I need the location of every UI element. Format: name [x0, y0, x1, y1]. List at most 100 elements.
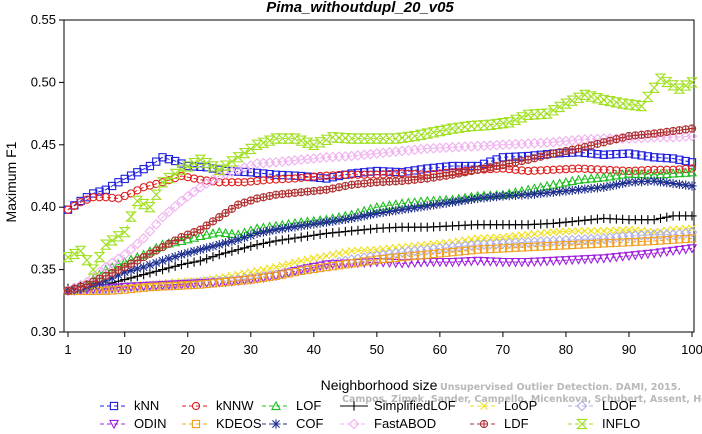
data-point-kdeos: [580, 240, 589, 249]
data-point-loop: [492, 233, 501, 242]
data-point-cof: [618, 178, 628, 189]
data-point-odin: [403, 258, 414, 269]
data-point-simplifiedlof: [284, 234, 294, 244]
data-point-inflo: [106, 235, 119, 246]
data-point-cof: [592, 183, 603, 193]
data-point-ldf: [536, 152, 545, 161]
data-point-cof: [145, 260, 155, 270]
data-point-lof: [617, 169, 628, 179]
data-point-knnw: [278, 174, 287, 184]
data-point-loop: [347, 246, 356, 255]
legend-label: kNNW: [216, 398, 254, 413]
legend-label: LoOP: [504, 398, 537, 413]
data-point-cof: [630, 177, 640, 187]
data-point-lof: [674, 167, 685, 178]
data-point-simplifiedlof: [227, 246, 237, 256]
data-point-simplifiedlof: [271, 236, 281, 246]
data-point-cof: [485, 192, 495, 202]
data-point-kdeos: [290, 267, 300, 277]
data-point-odin: [201, 278, 212, 289]
data-point-knnw: [530, 166, 539, 175]
legend-label: ODIN: [134, 416, 167, 431]
legend-marker-kdeos: [191, 419, 201, 429]
x-tick-label: 80: [559, 342, 573, 357]
data-point-cof: [296, 221, 306, 231]
series-line-inflo: [67, 78, 693, 271]
data-point-ldf: [158, 242, 167, 252]
data-point-knnw: [618, 166, 627, 175]
data-point-loop: [341, 248, 350, 257]
data-point-knnw: [290, 174, 300, 183]
data-point-loop: [555, 227, 564, 236]
data-point-fastabod: [150, 218, 162, 230]
data-point-cof: [359, 211, 369, 221]
data-point-cof: [611, 180, 621, 190]
data-point-kdeos: [353, 258, 363, 267]
data-point-cof: [353, 212, 363, 222]
data-point-loop: [561, 227, 570, 236]
data-point-kdeos: [107, 286, 117, 295]
data-point-knnw: [341, 170, 350, 179]
data-point-kdeos: [435, 249, 445, 258]
data-point-inflo: [156, 177, 169, 188]
data-point-simplifiedlof: [365, 224, 376, 234]
data-point-kdeos: [599, 239, 608, 248]
data-point-loop: [379, 245, 388, 253]
data-point-inflo: [686, 77, 698, 88]
data-point-inflo: [288, 133, 301, 144]
data-point-cof: [157, 256, 168, 266]
data-point-kdeos: [196, 280, 205, 289]
data-point-ldf: [126, 259, 136, 268]
data-point-inflo: [162, 172, 175, 184]
data-point-cof: [94, 278, 105, 288]
data-point-cof: [202, 243, 212, 253]
data-point-kdeos: [397, 252, 407, 262]
data-point-inflo: [578, 89, 591, 101]
data-point-knnw: [624, 166, 634, 176]
data-point-knn: [618, 149, 627, 158]
data-point-simplifiedlof: [277, 235, 287, 245]
data-point-knnw: [322, 171, 331, 180]
data-point-kdeos: [322, 262, 331, 272]
data-point-inflo: [427, 127, 440, 138]
data-point-knnw: [517, 166, 526, 175]
data-point-kdeos: [618, 238, 627, 247]
data-point-cof: [126, 265, 136, 276]
data-point-loop: [568, 227, 577, 236]
data-point-kdeos: [454, 247, 463, 256]
data-point-fastabod: [169, 200, 181, 212]
data-point-cof: [573, 185, 584, 195]
data-point-lof: [189, 232, 200, 242]
data-point-kdeos: [662, 235, 671, 245]
data-point-simplifiedlof: [290, 233, 300, 243]
data-point-cof: [605, 181, 615, 191]
data-point-knnw: [139, 183, 148, 192]
data-point-kdeos: [334, 261, 344, 270]
data-point-inflo: [484, 119, 497, 130]
data-point-loop: [372, 245, 381, 254]
data-point-kdeos: [650, 236, 659, 246]
x-tick-label: 60: [433, 342, 447, 357]
data-point-loop: [511, 231, 520, 240]
data-point-inflo: [257, 137, 270, 148]
data-point-knnw: [360, 170, 369, 179]
series-inflo: [62, 73, 698, 275]
data-point-knnw: [580, 164, 589, 173]
data-point-knnw: [605, 165, 615, 175]
data-point-inflo: [213, 164, 226, 175]
data-point-knnw: [95, 193, 104, 202]
data-point-knn: [687, 158, 697, 167]
data-point-knnw: [63, 205, 73, 214]
data-point-cof: [636, 177, 647, 187]
data-point-kdeos: [252, 274, 262, 283]
data-point-inflo: [93, 251, 106, 263]
legend-item-knn: kNN: [100, 398, 159, 413]
data-point-inflo: [232, 152, 245, 163]
data-point-kdeos: [404, 252, 413, 261]
data-point-kdeos: [624, 237, 634, 247]
data-point-odin: [478, 257, 490, 267]
data-point-loop: [606, 226, 615, 235]
data-point-kdeos: [549, 241, 558, 251]
data-point-inflo: [194, 154, 207, 165]
data-point-cof: [668, 178, 678, 189]
